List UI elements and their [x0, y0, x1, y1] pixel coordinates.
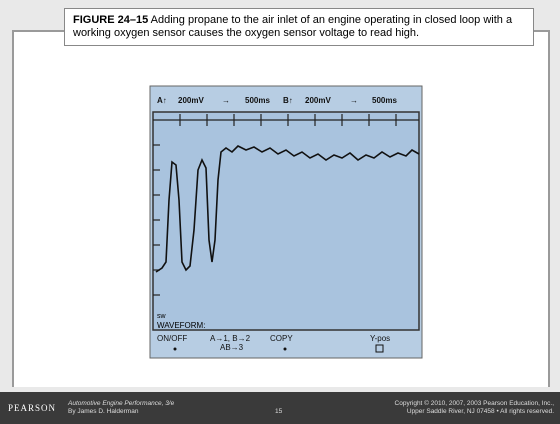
button-label: A→1, B→2 — [210, 334, 251, 343]
header-text: B↑ — [283, 96, 293, 105]
waveform-label: WAVEFORM: — [157, 321, 205, 330]
header-text: → — [222, 96, 230, 105]
header-text: 200mV — [178, 96, 204, 105]
header-text: 200mV — [305, 96, 331, 105]
header-text: 500ms — [372, 96, 397, 105]
book-title: Automotive Engine Performance, 3/e — [68, 400, 174, 408]
copyright: Upper Saddle River, NJ 07458 • All right… — [407, 408, 554, 416]
header-text: → — [350, 96, 358, 105]
button-label: AB→3 — [220, 343, 244, 352]
marker-text: sw — [157, 313, 167, 320]
button-label: ON/OFF — [157, 334, 187, 343]
brand: PEARSON — [8, 404, 56, 412]
footer: PEARSON Automotive Engine Performance, 3… — [0, 392, 560, 424]
slide: FIGURE 24–15 Adding propane to the air i… — [0, 0, 560, 424]
copyright: Copyright © 2010, 2007, 2003 Pearson Edu… — [395, 400, 554, 408]
header-text: A↑ — [157, 96, 167, 105]
scope-screen — [153, 112, 419, 330]
button-label: Y-pos — [370, 334, 390, 343]
scope-image: A↑ 200mV → 500ms B↑ 200mV → 500ms sw WAV… — [0, 0, 560, 424]
header-text: 500ms — [245, 96, 270, 105]
page-number: 15 — [275, 408, 282, 416]
author: By James D. Halderman — [68, 408, 138, 416]
button-label: COPY — [270, 334, 293, 343]
